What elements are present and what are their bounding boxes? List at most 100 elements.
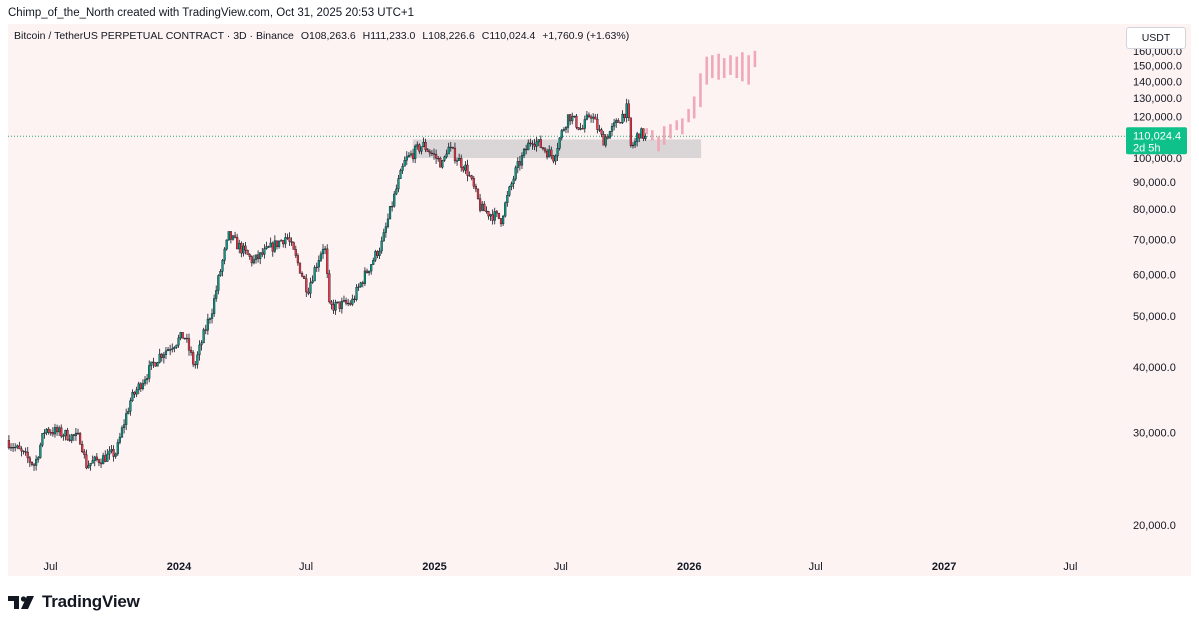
candle: [640, 127, 643, 139]
candle: [548, 145, 551, 158]
candle: [633, 137, 637, 148]
candle: [355, 284, 358, 302]
y-tick-label: 120,000.0: [1133, 111, 1182, 123]
candle: [560, 128, 563, 141]
candle: [104, 450, 107, 463]
candle: [380, 236, 383, 254]
candle: [426, 148, 429, 152]
candle: [474, 183, 477, 193]
candle: [397, 174, 400, 193]
candle: [508, 185, 511, 197]
candle: [267, 245, 270, 248]
candle: [407, 151, 410, 158]
projection-bar: [662, 126, 666, 145]
candle: [242, 242, 245, 257]
candle: [562, 127, 565, 132]
x-tick-label: 2027: [932, 561, 956, 573]
candle: [525, 144, 528, 155]
symbol-name[interactable]: Bitcoin / TetherUS PERPETUAL CONTRACT · …: [14, 30, 294, 42]
candle: [309, 277, 312, 298]
candle: [290, 237, 293, 246]
candle: [259, 252, 262, 265]
candle: [321, 244, 325, 259]
candle: [520, 152, 524, 169]
candle: [600, 127, 603, 138]
chart-area[interactable]: [8, 24, 1191, 576]
candle: [606, 133, 609, 140]
candle: [146, 373, 149, 385]
x-tick-label: Jul: [809, 561, 823, 573]
candle: [164, 347, 168, 360]
candle: [359, 281, 362, 288]
candle: [418, 143, 421, 154]
candle: [388, 206, 392, 220]
candle: [108, 446, 111, 460]
candle: [351, 294, 354, 307]
candle: [181, 332, 184, 339]
candle: [116, 439, 119, 456]
candle: [265, 241, 268, 250]
candle: [135, 386, 138, 398]
candle: [143, 375, 147, 386]
tradingview-logo[interactable]: TradingView: [8, 592, 140, 612]
candle: [120, 425, 124, 439]
candle: [334, 299, 337, 315]
candle: [587, 112, 591, 119]
candle: [573, 115, 576, 118]
candle: [518, 155, 521, 171]
candle: [411, 148, 415, 163]
projection-bar: [651, 130, 654, 141]
candle: [189, 346, 193, 356]
currency-button[interactable]: USDT: [1126, 27, 1186, 49]
candle: [602, 131, 605, 146]
candle: [349, 300, 352, 306]
x-tick-label: Jul: [44, 561, 58, 573]
candle: [257, 250, 260, 263]
candle: [74, 428, 78, 441]
candle: [393, 190, 396, 208]
candle: [91, 455, 94, 464]
candle: [131, 389, 134, 402]
candle: [506, 190, 509, 207]
candle: [152, 357, 155, 369]
candle: [53, 423, 57, 438]
projection-bar: [729, 55, 732, 75]
candle: [210, 308, 214, 324]
candle: [298, 262, 302, 274]
candle: [414, 144, 417, 164]
tradingview-brand-text: TradingView: [42, 592, 140, 611]
candle: [192, 350, 195, 368]
candle: [550, 146, 553, 160]
candle: [585, 110, 588, 121]
candle: [150, 361, 153, 370]
last-price-tag[interactable]: 110,024.42d 5h: [1126, 127, 1187, 155]
candle: [317, 255, 320, 272]
candle: [435, 149, 438, 164]
candle: [424, 138, 427, 153]
candle: [273, 235, 276, 253]
candle: [284, 232, 287, 249]
candle: [162, 352, 165, 364]
candle: [93, 455, 96, 467]
candle: [14, 443, 17, 452]
candle: [49, 429, 52, 436]
candle: [319, 251, 323, 263]
y-tick-label: 60,000.0: [1133, 270, 1176, 282]
candle: [137, 381, 140, 395]
candle: [303, 275, 306, 280]
candle: [579, 122, 582, 131]
x-tick-label: 2024: [167, 561, 192, 573]
candle: [610, 122, 614, 137]
candle: [416, 141, 419, 150]
candle: [596, 113, 599, 134]
candle: [462, 165, 465, 173]
symbol-header: Bitcoin / TetherUS PERPETUAL CONTRACT · …: [14, 30, 633, 42]
candle: [458, 153, 461, 161]
candle: [183, 337, 186, 340]
candle: [531, 140, 534, 150]
candle: [125, 408, 128, 431]
candle: [215, 285, 218, 302]
candle: [569, 113, 572, 126]
candle: [51, 427, 54, 437]
